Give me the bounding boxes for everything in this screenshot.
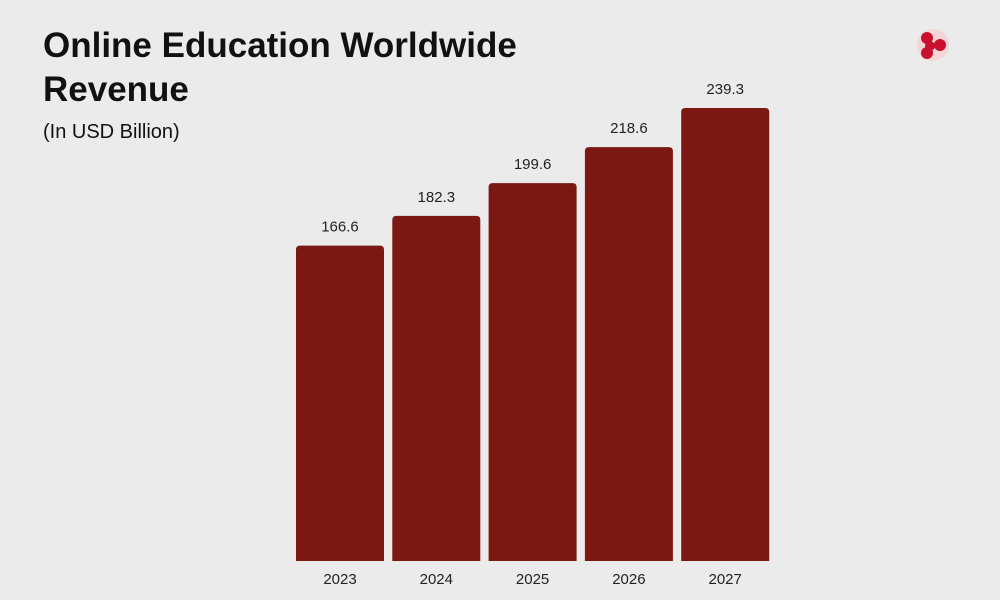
value-label: 182.3 [418, 189, 456, 206]
bar [296, 245, 384, 561]
bar [681, 108, 770, 561]
chart-title: Online Education Worldwide Revenue [43, 26, 517, 109]
x-tick-label: 2026 [612, 571, 645, 588]
value-label: 166.6 [321, 219, 359, 236]
bar [392, 215, 481, 561]
x-tick-label: 2027 [709, 571, 742, 588]
value-label: 239.3 [706, 81, 744, 98]
logo [917, 29, 949, 61]
bar [584, 147, 673, 561]
value-label: 199.6 [514, 156, 552, 173]
x-tick-label: 2023 [323, 571, 356, 588]
x-tick-label: 2024 [420, 571, 453, 588]
bar [488, 183, 577, 561]
chart-subtitle: (In USD Billion) [43, 121, 180, 143]
value-label: 218.6 [610, 120, 648, 137]
x-tick-label: 2025 [516, 571, 549, 588]
